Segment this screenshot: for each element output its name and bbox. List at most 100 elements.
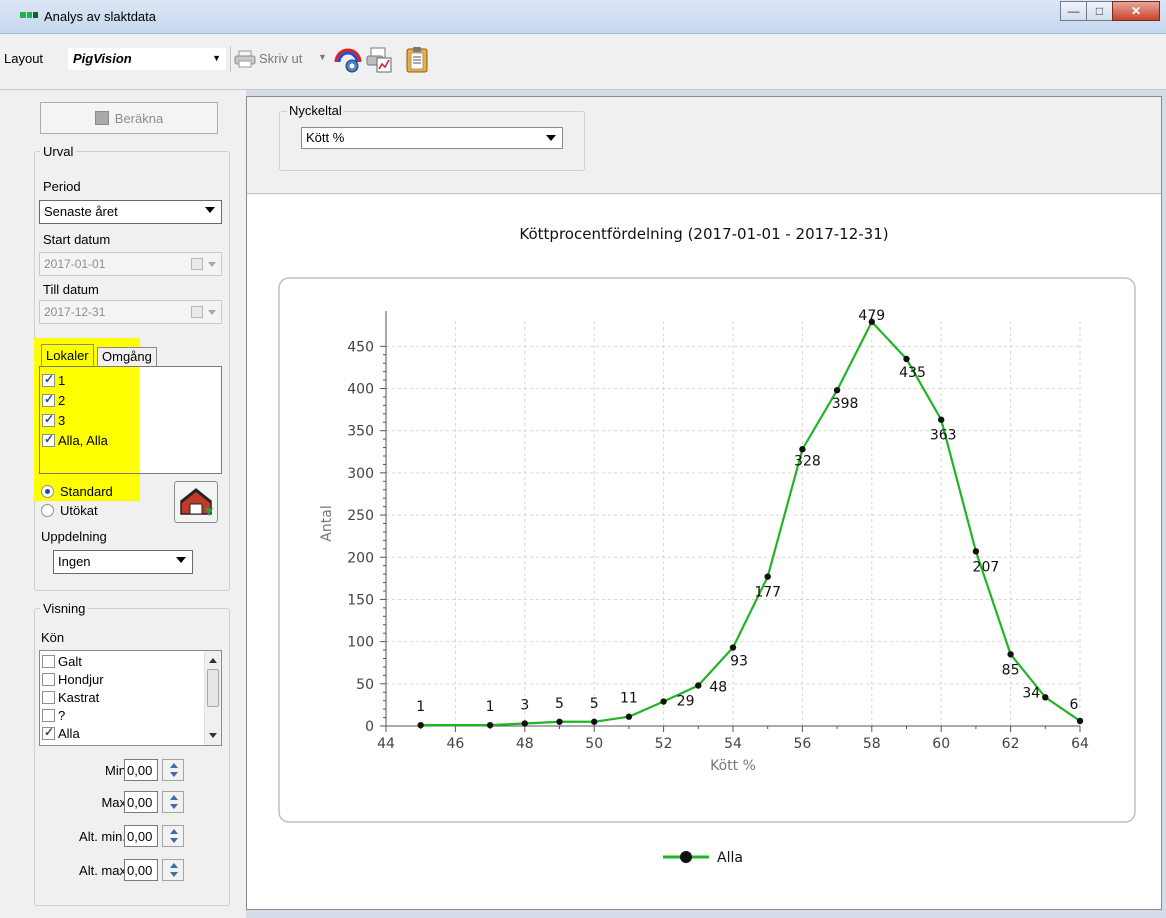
left-panel: Beräkna Urval Period Senaste året Start … (0, 90, 246, 918)
min-input[interactable]: 0,00 (124, 759, 158, 781)
start-date-field[interactable]: 2017-01-01 (39, 252, 222, 276)
data-point (903, 355, 910, 363)
y-tick-label: 0 (365, 719, 374, 735)
toolbar: Layout PigVision ▼ Skriv ut ▼ (0, 34, 1166, 90)
altmax-input[interactable]: 0,00 (124, 859, 158, 881)
altmax-row: Alt. max 0,00 (0, 859, 246, 881)
y-axis-label: Antal (319, 505, 335, 541)
uppdelning-dropdown[interactable]: Ingen (53, 550, 193, 574)
y-tick-label: 350 (347, 424, 374, 440)
settings-chart-icon[interactable] (334, 46, 362, 74)
altmin-spinner[interactable] (162, 825, 184, 847)
y-tick-label: 300 (347, 466, 374, 482)
layout-dropdown[interactable]: PigVision ▼ (68, 48, 226, 70)
scroll-thumb[interactable] (207, 669, 219, 707)
kon-item[interactable]: Kastrat (42, 689, 99, 705)
kon-item[interactable]: Alla (42, 725, 80, 741)
minimize-button[interactable]: — (1060, 1, 1087, 21)
chart-title: Köttprocentfördelning (2017-01-01 - 2017… (519, 225, 888, 243)
period-dropdown[interactable]: Senaste året (39, 200, 222, 224)
scroll-down-icon[interactable] (209, 733, 217, 738)
altmax-label: Alt. max (79, 863, 126, 878)
lokal-item-label: Alla, Alla (58, 432, 108, 448)
metric-strip: Nyckeltal Kött % (247, 97, 1161, 194)
data-label: 479 (858, 308, 885, 324)
maximize-button[interactable]: □ (1086, 1, 1113, 21)
data-point (417, 721, 424, 729)
data-point (729, 644, 737, 651)
lokal-item[interactable]: Alla, Alla (42, 432, 108, 448)
altmax-spinner[interactable] (162, 859, 184, 881)
data-point (1042, 694, 1049, 701)
kon-item[interactable]: Hondjur (42, 671, 104, 687)
radio-button[interactable] (41, 503, 54, 517)
chevron-down-icon (208, 310, 216, 315)
checkbox[interactable] (42, 392, 55, 407)
min-spinner[interactable] (162, 759, 184, 781)
data-label: 34 (1022, 685, 1040, 701)
lokal-item[interactable]: 1 (42, 372, 65, 388)
lokal-item[interactable]: 3 (42, 412, 65, 428)
altmin-row: Alt. min. 0,00 (0, 825, 246, 847)
checkbox[interactable] (42, 654, 55, 668)
print-chart-icon[interactable] (365, 46, 393, 74)
checkbox[interactable] (42, 690, 55, 704)
period-value: Senaste året (44, 204, 118, 219)
calculate-button[interactable]: Beräkna (40, 102, 218, 134)
data-point (660, 698, 667, 705)
kon-item-label: Galt (58, 653, 82, 669)
tab-omgang[interactable]: Omgång (97, 347, 157, 366)
chevron-down-icon (176, 557, 186, 563)
kon-item[interactable]: Galt (42, 653, 82, 669)
uppdelning-value: Ingen (58, 554, 91, 569)
kon-item[interactable]: ? (42, 707, 65, 723)
legend-swatch-marker (680, 851, 692, 863)
radio-utokat[interactable]: Utökat (41, 502, 98, 518)
data-label: 207 (973, 559, 1000, 575)
radio-button[interactable] (41, 484, 54, 498)
end-date-field[interactable]: 2017-12-31 (39, 300, 222, 324)
radio-label: Utökat (60, 502, 98, 518)
lokal-item-label: 3 (58, 412, 66, 428)
data-point (868, 318, 875, 326)
data-point (764, 573, 771, 580)
tab-lokaler[interactable]: Lokaler (41, 344, 94, 366)
min-label: Min (105, 763, 126, 778)
farm-select-button[interactable] (174, 481, 218, 523)
data-point (695, 682, 702, 689)
radio-standard[interactable]: Standard (41, 483, 113, 499)
checkbox[interactable] (42, 725, 55, 740)
nyckeltal-dropdown[interactable]: Kött % (301, 127, 563, 149)
lokal-item[interactable]: 2 (42, 392, 65, 408)
checkbox[interactable] (42, 708, 55, 722)
checkbox[interactable] (42, 372, 55, 387)
altmin-label: Alt. min. (79, 829, 126, 844)
altmin-input[interactable]: 0,00 (124, 825, 158, 847)
end-date-label: Till datum (43, 282, 99, 297)
kon-item-label: ? (58, 707, 66, 723)
checkbox[interactable] (42, 412, 55, 427)
urval-legend: Urval (40, 144, 77, 159)
nyckeltal-value: Kött % (306, 130, 345, 145)
checkbox[interactable] (42, 672, 55, 686)
data-label: 1 (416, 699, 425, 715)
y-tick-label: 150 (347, 592, 374, 608)
max-input[interactable]: 0,00 (124, 791, 158, 813)
data-label: 177 (754, 585, 781, 601)
close-button[interactable]: ✕ (1112, 1, 1160, 21)
kon-item-label: Kastrat (58, 689, 100, 705)
clipboard-icon[interactable] (403, 46, 431, 74)
scrollbar[interactable] (204, 651, 221, 745)
x-tick-label: 56 (793, 736, 811, 752)
checkbox[interactable] (42, 432, 55, 447)
y-tick-label: 100 (347, 635, 374, 651)
max-label: Max (101, 795, 126, 810)
print-button[interactable]: Skriv ut ▼ (234, 47, 329, 71)
max-spinner[interactable] (162, 791, 184, 813)
scroll-up-icon[interactable] (209, 658, 217, 663)
data-label: 29 (677, 694, 695, 710)
calculate-label: Beräkna (114, 110, 164, 126)
layout-label: Layout (4, 51, 44, 66)
data-label: 48 (709, 680, 727, 696)
x-tick-label: 62 (1002, 736, 1020, 752)
